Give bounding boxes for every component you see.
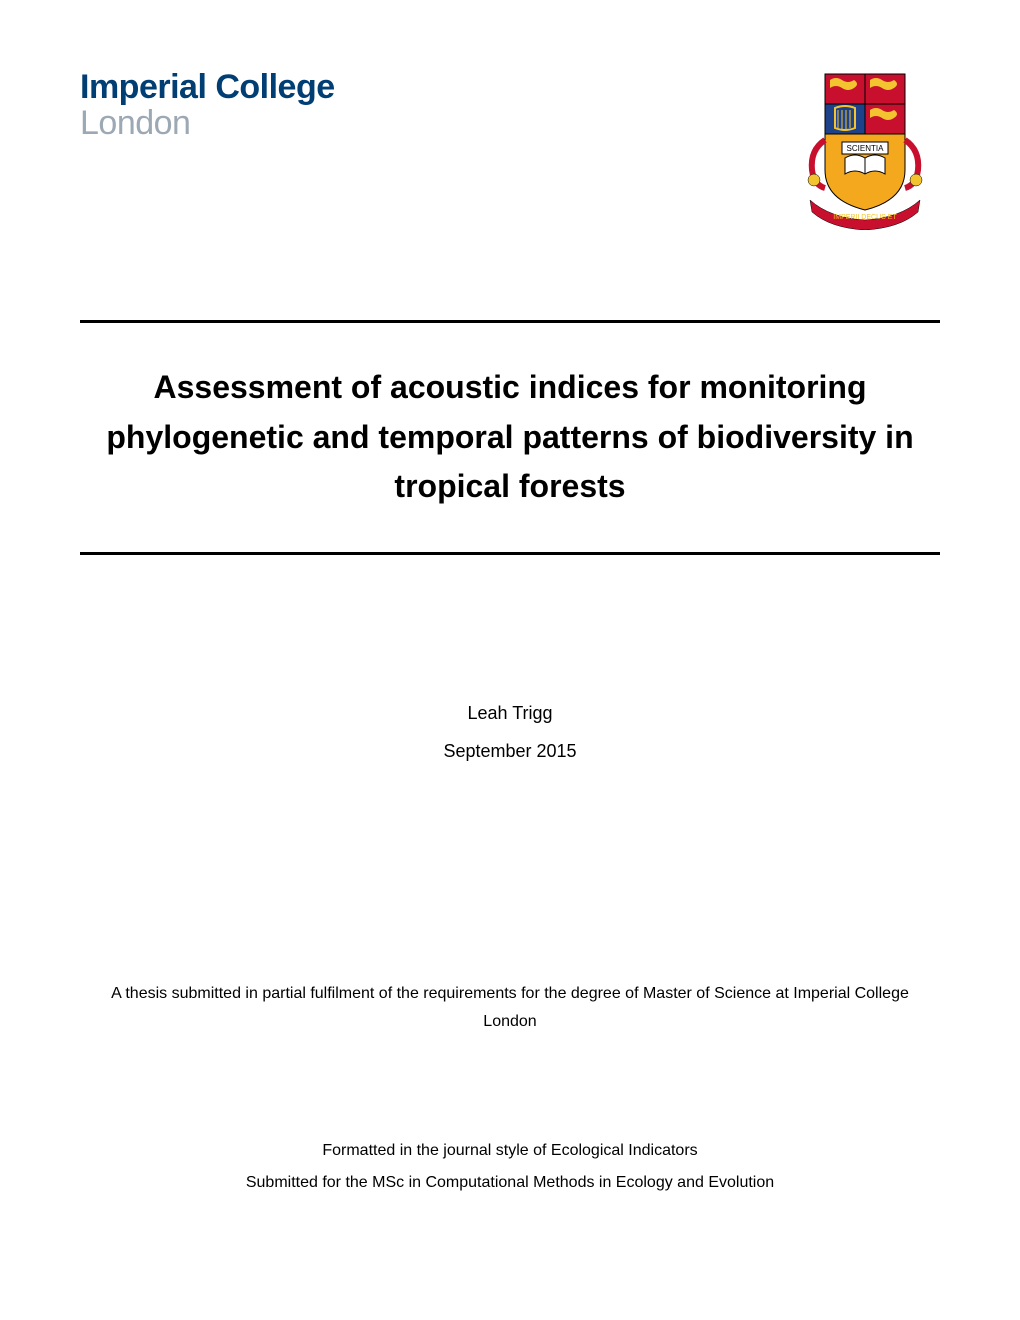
format-line-2: Submitted for the MSc in Computational M… — [80, 1167, 940, 1199]
svg-text:IMPERII DECUS ET: IMPERII DECUS ET — [833, 214, 897, 221]
institution-crest-icon: SCIENTIA IMPERII DECUS ET — [790, 70, 940, 230]
title-block: Assessment of acoustic indices for monit… — [80, 323, 940, 552]
thesis-title: Assessment of acoustic indices for monit… — [90, 363, 930, 512]
author-name: Leah Trigg — [80, 695, 940, 733]
page-container: Imperial College London — [0, 0, 1020, 1320]
institution-logo-text: Imperial College London — [80, 70, 335, 141]
author-block: Leah Trigg September 2015 — [80, 695, 940, 771]
logo-line-2: London — [80, 106, 335, 142]
svg-text:SCIENTIA: SCIENTIA — [847, 144, 885, 153]
logo-line-1: Imperial College — [80, 70, 335, 106]
format-block: Formatted in the journal style of Ecolog… — [80, 1135, 940, 1199]
thesis-date: September 2015 — [80, 733, 940, 771]
rule-bottom — [80, 552, 940, 555]
header-row: Imperial College London — [80, 70, 940, 230]
thesis-statement: A thesis submitted in partial fulfilment… — [80, 980, 940, 1034]
format-line-1: Formatted in the journal style of Ecolog… — [80, 1135, 940, 1167]
